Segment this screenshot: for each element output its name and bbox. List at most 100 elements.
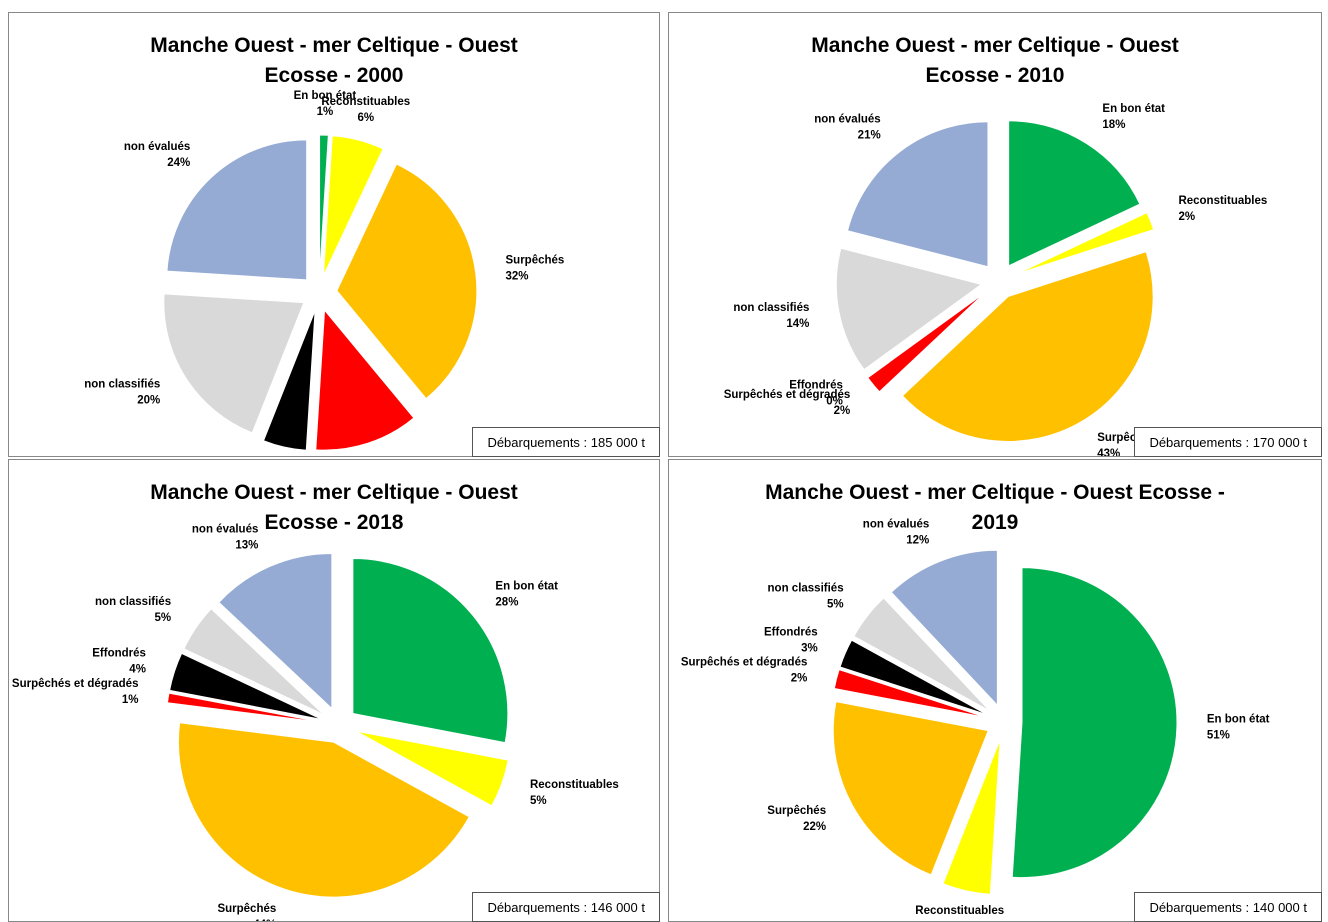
slice-label: Effondrés 3% [764, 626, 818, 654]
slice-value: 24% [167, 157, 190, 169]
slice-category: non évalués [863, 518, 929, 530]
pie-slice [169, 652, 323, 720]
slice-label: non évalués 24% [124, 141, 190, 169]
chart-title: Manche Ouest - mer Celtique - Ouest Ecos… [811, 34, 1179, 87]
slice-category: non classifiés [733, 302, 809, 314]
pie-slice [177, 722, 470, 898]
pie-slice [1008, 120, 1141, 267]
slice-value: 20% [137, 395, 160, 407]
chart-title: Manche Ouest - mer Celtique - Ouest Ecos… [150, 481, 518, 534]
slice-category: non évalués [124, 141, 190, 153]
pie-slice [166, 692, 322, 723]
pie-slice [355, 730, 509, 807]
slice-value: 18% [1102, 119, 1125, 131]
slice-label: Surpêchés et dégradés 2% [681, 657, 808, 685]
slice-label: En bon état 28% [495, 581, 558, 609]
pie-slice [183, 608, 325, 716]
slice-value: 14% [786, 318, 809, 330]
slice-category: Surpêchés [767, 805, 826, 817]
slice-value: 22% [803, 821, 826, 833]
pie-slice [166, 139, 308, 281]
slice-value: 5% [827, 599, 844, 611]
slice-label: non évalués 13% [192, 524, 258, 552]
slice-label: En bon état 51% [1207, 713, 1270, 741]
slice-label: Surpêchés 22% [767, 805, 826, 833]
chart-panel: En bon état 28% Reconstituables 5% Surpêchés… [8, 459, 660, 922]
slice-label: non évalués 21% [814, 114, 880, 142]
pie-slice [942, 739, 1001, 895]
pie-slice [262, 310, 316, 451]
slice-category: Surpêchés [506, 254, 565, 266]
slice-category: non évalués [814, 114, 880, 126]
pie-slice [1011, 567, 1178, 879]
pie-slice [336, 163, 478, 400]
slice-label: Effondrés 4% [92, 647, 146, 675]
pie-slice [890, 549, 998, 707]
slice-value: 2% [834, 405, 851, 417]
pie-slice [839, 639, 988, 716]
slice-label: non évalués 12% [863, 518, 929, 546]
slice-label: Surpêchés et dégradés 2% [724, 389, 851, 417]
pie-slice [352, 558, 509, 744]
slice-category: Reconstituables [321, 96, 410, 108]
slice-value: 12% [906, 534, 929, 546]
slice-value: 1% [317, 106, 334, 118]
slice-category: Effondrés [764, 626, 818, 638]
slice-value: 44% [253, 919, 276, 921]
slice-value: 5% [154, 612, 171, 624]
slice-category: Reconstituables [915, 905, 1004, 917]
slice-label: Reconstituables 5% [530, 779, 619, 807]
slice-category: Reconstituables [1178, 195, 1267, 207]
slice-category: non classifiés [84, 379, 160, 391]
slice-value: 4% [129, 663, 146, 675]
slice-category: En bon état [294, 90, 357, 102]
chart-title: Manche Ouest - mer Celtique - Ouest Ecos… [765, 481, 1225, 534]
annotation: Débarquements : 185 000 t [472, 427, 660, 457]
slice-value: 2% [1178, 211, 1195, 223]
slice-label: Reconstituables 2% [1178, 195, 1267, 223]
slice-label: Reconstituables 6% [321, 96, 410, 124]
pie-slice [832, 701, 989, 876]
chart-panel: En bon état 1% Reconstituables 6% Surpêchés 3… [8, 12, 660, 457]
pie-chart: En bon état 28% Reconstituables 5% Surpêchés… [12, 524, 619, 921]
pie-slice [835, 247, 983, 371]
slice-category: Reconstituables [530, 779, 619, 791]
slice-label: non classifiés 20% [84, 379, 160, 407]
slice-category: En bon état [495, 581, 558, 593]
pie-slice [833, 668, 987, 719]
slice-value: 43% [1097, 448, 1120, 456]
pie-slice [163, 293, 305, 434]
slice-category: non évalués [192, 524, 258, 536]
chart-panel: En bon état 18% Reconstituables 2% Surpêchés… [668, 12, 1322, 457]
slice-category: Effondrés [92, 647, 146, 659]
slice-category: Surpêchés et dégradés [681, 657, 808, 669]
slice-value: 3% [801, 642, 818, 654]
slice-value: 13% [235, 540, 258, 552]
slice-value: 51% [1207, 729, 1230, 741]
chart-panel: En bon état51%Reconstituables5%Surpêchés… [668, 459, 1322, 922]
pie-chart: En bon état 1%Reconstituables 6% Surpêchés 3… [84, 90, 565, 451]
slice-value: 21% [858, 130, 881, 142]
slice-category: En bon état [1102, 103, 1165, 115]
slice-category: non classifiés [768, 583, 844, 595]
pie-slice [1015, 211, 1155, 275]
slice-label: En bon état 18% [1102, 103, 1165, 131]
slice-label: Effondrés 0% [789, 379, 843, 407]
pie-slice [901, 251, 1154, 442]
slice-category: En bon état [1207, 713, 1270, 725]
chart-title: Manche Ouest - mer Celtique - Ouest Ecos… [150, 34, 518, 87]
pie-slice [218, 552, 333, 710]
slice-value: 5% [530, 795, 547, 807]
annotation: Débarquements : 146 000 t [472, 892, 660, 922]
slice-label: Surpêchés et dégradés 1% [12, 678, 139, 706]
slice-category: Surpêchés et dégradés [12, 678, 139, 690]
slice-label: non classifiés 14% [733, 302, 809, 330]
slice-category: non classifiés [95, 596, 171, 608]
slice-label: Surpêchés 44% [217, 903, 276, 921]
annotation: Débarquements : 170 000 t [1134, 427, 1322, 457]
slice-value: 6% [357, 112, 374, 124]
pie-slice [315, 308, 415, 451]
slice-value: 32% [506, 270, 529, 282]
pie-chart: En bon état51%Reconstituables5%Surpêchés… [681, 518, 1270, 921]
